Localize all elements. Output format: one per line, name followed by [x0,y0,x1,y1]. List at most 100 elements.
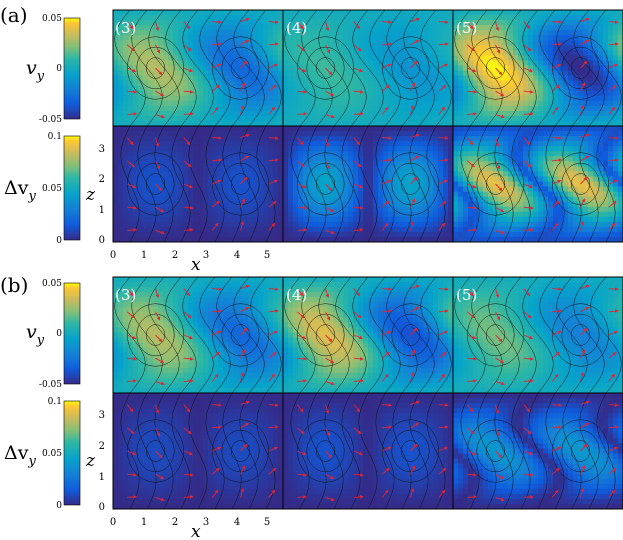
heatmap-cell [198,151,204,157]
contour-line [188,125,208,243]
heatmap-cell [248,110,254,117]
heatmap-cell [423,181,429,187]
velocity-arrow [268,222,276,231]
heatmap-cell [123,126,129,132]
heatmap-cell [373,136,379,142]
heatmap-cell [293,20,299,26]
heatmap-cell [263,110,269,117]
heatmap-cell [433,166,439,172]
heatmap-cell [143,191,149,198]
heatmap-cell [393,50,399,56]
heatmap-cell [503,206,509,213]
heatmap-cell [548,221,554,228]
heatmap-cell [163,85,169,92]
heatmap-cell [508,216,514,223]
velocity-arrow [127,90,137,94]
velocity-arrow [580,155,590,162]
heatmap-cell [143,181,149,187]
heatmap-cell [128,105,134,112]
heatmap-cell [203,65,209,71]
heatmap-cell [233,95,239,102]
heatmap-cell [523,126,529,132]
heatmap-cell [343,196,349,203]
colorbar-tick: 0.1 [48,132,62,142]
heatmap-cell [333,131,339,137]
heatmap-cell [143,60,149,66]
heatmap-cell [253,95,259,102]
heatmap-cell [448,176,454,182]
heatmap-cell [138,65,144,71]
heatmap-cell [448,191,454,198]
heatmap-cell [213,25,219,31]
heatmap-cell [268,100,274,107]
heatmap-cell [158,166,164,172]
heatmap-cell [148,95,154,102]
heatmap-cell [338,136,344,142]
heatmap-cell [498,136,504,142]
heatmap-cell [573,176,579,182]
heatmap-cell [558,110,564,117]
heatmap-cell [548,126,554,132]
heatmap-cell [588,126,594,132]
heatmap-cell [408,15,414,21]
heatmap-cell [198,166,204,172]
heatmap-cell [568,70,574,76]
heatmap-cell [178,115,184,122]
heatmap-cell [378,181,384,187]
heatmap-cell [513,25,519,31]
heatmap-cell [543,45,549,51]
heatmap-cell [318,95,324,102]
heatmap-cell [358,236,364,243]
heatmap-cell [408,50,414,56]
heatmap-cell [458,191,464,198]
heatmap-cell [548,206,554,213]
contour-line [561,46,600,90]
heatmap-cell [293,75,299,82]
heatmap-cell [303,186,309,192]
heatmap-cell [448,55,454,61]
heatmap-cell [418,216,424,223]
heatmap-cell [273,176,279,182]
heatmap-cell [393,191,399,198]
heatmap-cell [133,35,139,41]
heatmap-cell [508,55,514,61]
heatmap-cell [423,85,429,92]
heatmap-cell [158,216,164,223]
heatmap-cell [503,65,509,71]
heatmap-cell [618,126,623,132]
heatmap-cell [478,95,484,102]
heatmap-cell [233,65,239,71]
heatmap-cell [223,191,229,198]
heatmap-cell [448,85,454,92]
heatmap-cell [338,156,344,162]
heatmap-cell [113,166,119,172]
heatmap-cell [523,141,529,147]
heatmap-cell [593,191,599,198]
heatmap-cell [208,65,214,71]
velocity-arrow [297,112,307,116]
heatmap-cell [253,201,259,208]
heatmap-cell [528,95,534,102]
heatmap-cell [263,191,269,198]
heatmap-cell [598,201,604,208]
heatmap-cell [553,181,559,187]
heatmap-cell [553,65,559,71]
heatmap-cell [363,136,369,142]
heatmap-cell [133,176,139,182]
heatmap-cell [218,151,224,157]
heatmap-cell [318,15,324,21]
velocity-arrow [353,21,361,30]
heatmap-cell [368,211,374,218]
heatmap-cell [558,95,564,102]
heatmap-cell [428,176,434,182]
heatmap-cell [398,181,404,187]
heatmap-cell [308,191,314,198]
heatmap-cell [523,55,529,61]
heatmap-cell [163,50,169,56]
heatmap-cell [408,176,414,182]
heatmap-cell [418,95,424,102]
heatmap-cell [448,181,454,187]
heatmap-cell [528,25,534,31]
heatmap-cell [218,136,224,142]
heatmap-cell [163,75,169,82]
